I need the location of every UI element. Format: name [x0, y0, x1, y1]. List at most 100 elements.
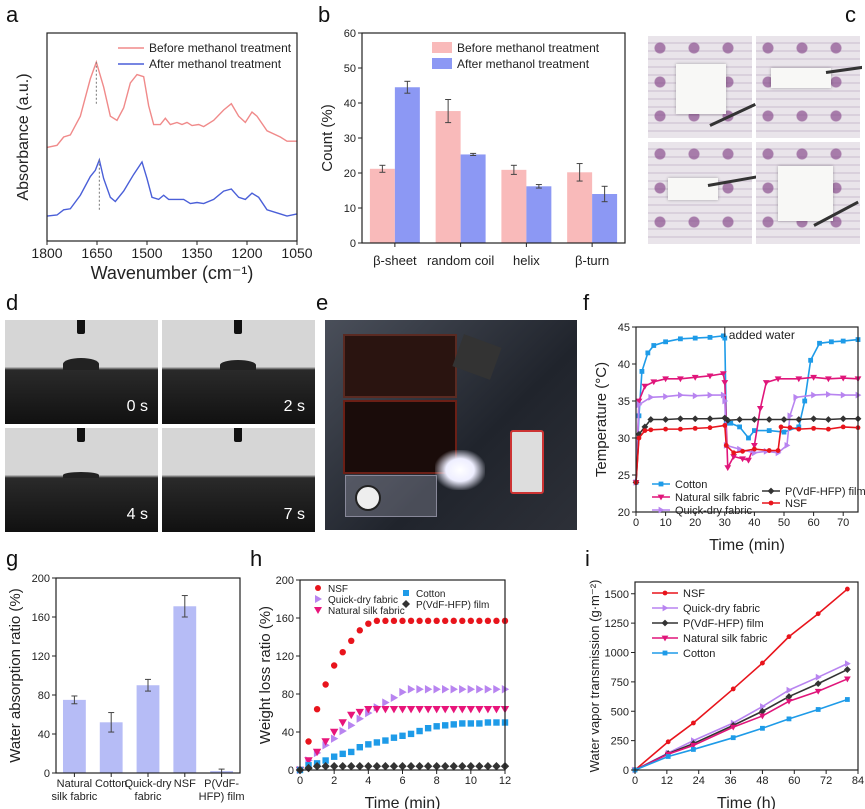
- x-tick-label: 1200: [231, 245, 262, 261]
- marker-diamond: [647, 416, 655, 423]
- marker-triangle-right: [315, 595, 322, 603]
- legend-label: Quick-dry fabric: [675, 505, 753, 517]
- y-tick-label: 40: [282, 727, 294, 739]
- marker-triangle-right: [407, 685, 416, 694]
- needle: [77, 428, 85, 442]
- marker-square: [760, 725, 765, 731]
- bar: [62, 699, 86, 773]
- marker-circle: [730, 686, 736, 692]
- marker-square: [663, 339, 668, 345]
- marker-circle: [722, 423, 728, 428]
- marker-triangle-down: [312, 748, 322, 757]
- x-tick-label: 30: [719, 517, 731, 529]
- droplet-frame-7s: 7 s: [162, 428, 315, 532]
- legend-label: P(VdF-HFP) film: [683, 618, 764, 630]
- series-line: [634, 662, 848, 771]
- marker-triangle-down: [690, 742, 697, 749]
- legend-label: Before methanol treatment: [457, 41, 600, 55]
- marker-triangle-down: [492, 706, 501, 714]
- y-tick-label: 0: [623, 765, 629, 777]
- marker-triangle-down: [745, 457, 752, 464]
- y-tick-label: 50: [344, 63, 356, 75]
- marker-triangle-right: [399, 687, 407, 697]
- marker-circle: [493, 617, 500, 625]
- legend: NSF Quick-dry fabric P(VdF-HFP) film Natura…: [652, 588, 768, 660]
- marker-circle: [740, 448, 745, 454]
- marker-square: [828, 339, 834, 345]
- panel-label-a: a: [6, 2, 19, 27]
- illuminated-sample: [435, 450, 485, 490]
- y-axis-label: Weight loss ratio (%): [257, 606, 274, 744]
- marker-triangle-down: [329, 728, 339, 737]
- series-nsf: [633, 423, 861, 485]
- series-line: [634, 698, 848, 771]
- y-tick-label: 120: [32, 651, 50, 663]
- time-label: 2 s: [283, 398, 305, 415]
- marker-circle: [467, 617, 475, 625]
- series-cotton: [633, 333, 861, 485]
- marker-triangle-down: [415, 706, 424, 714]
- marker-triangle-right: [348, 721, 356, 730]
- marker-square: [476, 720, 483, 727]
- marker-square: [403, 590, 409, 596]
- marker-triangle-down: [314, 607, 322, 614]
- x-tick-label: 36: [724, 775, 736, 787]
- marker-square: [382, 737, 389, 744]
- x-tick-label: 72: [820, 775, 832, 787]
- marker-diamond: [406, 762, 416, 771]
- marker-triangle-right: [692, 392, 699, 400]
- marker-triangle-right: [840, 391, 847, 399]
- marker-circle: [678, 426, 683, 432]
- marker-triangle-right: [658, 506, 665, 514]
- lamp-housing: [343, 334, 457, 398]
- series-line: [635, 424, 859, 483]
- marker-circle: [663, 426, 668, 432]
- marker-square: [691, 747, 696, 752]
- marker-circle: [811, 425, 816, 431]
- y-tick-label: 200: [32, 573, 50, 585]
- marker-triangle-down: [810, 374, 817, 381]
- legend-label: After methanol treatment: [457, 57, 590, 71]
- marker-triangle-down: [719, 371, 727, 378]
- marker-diamond: [402, 600, 410, 608]
- marker-triangle-down: [475, 706, 484, 714]
- y-tick-label: 160: [276, 613, 294, 625]
- marker-triangle-right: [826, 390, 832, 398]
- marker-triangle-down: [661, 635, 669, 642]
- needle: [77, 320, 85, 334]
- marker-diamond: [364, 762, 373, 771]
- legend-label: Cotton: [683, 648, 715, 660]
- marker-triangle-right: [339, 726, 347, 736]
- marker-triangle-down: [751, 443, 758, 449]
- marker-square: [373, 739, 381, 746]
- x-axis-label: Time (min): [365, 795, 441, 809]
- marker-diamond: [312, 762, 322, 771]
- y-tick-label: 1000: [605, 648, 629, 660]
- marker-circle: [305, 738, 312, 745]
- series-p-vdf-hfp-film: [295, 762, 510, 775]
- x-tick-label: 1500: [131, 245, 162, 261]
- marker-square: [433, 723, 440, 730]
- marker-circle: [826, 426, 831, 432]
- legend-label: NSF: [683, 588, 705, 600]
- series-line: [46, 157, 298, 217]
- marker-triangle-down: [449, 706, 458, 714]
- marker-triangle-down: [825, 376, 832, 383]
- y-tick-label: 40: [618, 359, 630, 371]
- x-tick-label: 12: [661, 775, 673, 787]
- marker-triangle-right: [433, 685, 441, 694]
- series-natural-silk-fabric: [295, 706, 510, 775]
- marker-triangle-right: [636, 401, 643, 409]
- panel-label-c: c: [845, 2, 856, 27]
- x-tick-label: 4: [365, 775, 371, 787]
- x-tick-label: 60: [788, 775, 800, 787]
- panel-label-f: f: [583, 290, 590, 315]
- marker-circle: [665, 739, 671, 745]
- x-tick-label: 48: [756, 775, 768, 787]
- droplet-frame-2s: 2 s: [162, 320, 315, 424]
- panel-label-h: h: [250, 546, 263, 571]
- plot-frame: [635, 326, 859, 513]
- marker-square: [730, 735, 736, 741]
